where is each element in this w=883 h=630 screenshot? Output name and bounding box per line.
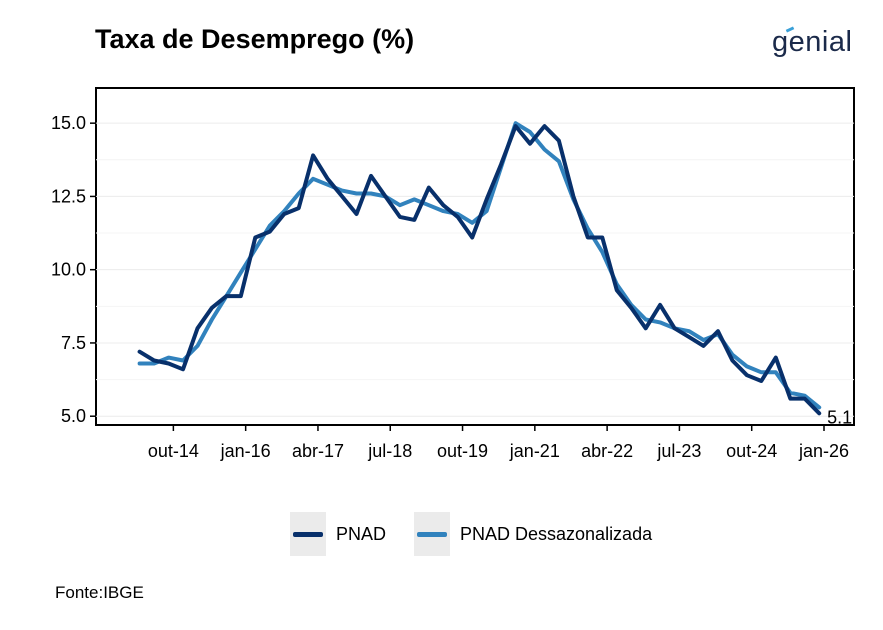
x-tick-label: abr-17: [292, 441, 344, 461]
x-axis: out-14 jan-16 abr-17 jul-18 out-19 jan-21 abr-…: [148, 425, 849, 461]
y-tick-label: 12.5: [51, 186, 86, 206]
source-note: Fonte:IBGE: [55, 583, 144, 602]
end-value-label: 5.1: [827, 407, 852, 427]
y-tick-label: 10.0: [51, 260, 86, 280]
series-line-pnad-dessazonalizada: [137, 121, 822, 410]
x-tick-label: jul-23: [656, 441, 701, 461]
x-tick-label: jan-16: [220, 441, 271, 461]
y-tick-label: 15.0: [51, 113, 86, 133]
grid-lines: [96, 122, 854, 417]
x-tick-label: jan-21: [509, 441, 560, 461]
y-axis: 5.0 7.5 10.0 12.5 15.0: [51, 113, 96, 426]
legend: PNAD PNAD Dessazonalizada: [0, 512, 883, 562]
legend-key-pnad-dessazonalizada: [414, 512, 450, 556]
x-tick-label: jul-18: [367, 441, 412, 461]
line-chart: 5.0 7.5 10.0 12.5 15.0 out-14 jan-16 abr-17 jul…: [51, 87, 855, 461]
x-tick-label: abr-22: [581, 441, 633, 461]
series-lines: [137, 121, 822, 416]
chart-title: Taxa de Desemprego (%): [95, 24, 415, 54]
x-tick-label: out-24: [726, 441, 777, 461]
x-tick-label: out-19: [437, 441, 488, 461]
y-tick-label: 7.5: [61, 333, 86, 353]
legend-key-pnad: [290, 512, 326, 556]
legend-label-pnad: PNAD: [336, 523, 387, 544]
x-tick-label: out-14: [148, 441, 199, 461]
y-tick-label: 5.0: [61, 406, 86, 426]
legend-item-pnad: PNAD: [290, 512, 386, 556]
plot-panel-border: [95, 87, 855, 426]
legend-label-pnad-dessazonalizada: PNAD Dessazonalizada: [460, 523, 653, 544]
x-tick-label: jan-26: [798, 441, 849, 461]
genial-logo: genial: [772, 26, 853, 58]
series-line-pnad: [137, 124, 822, 416]
legend-item-pnad-dessazonalizada: PNAD Dessazonalizada: [414, 512, 652, 556]
